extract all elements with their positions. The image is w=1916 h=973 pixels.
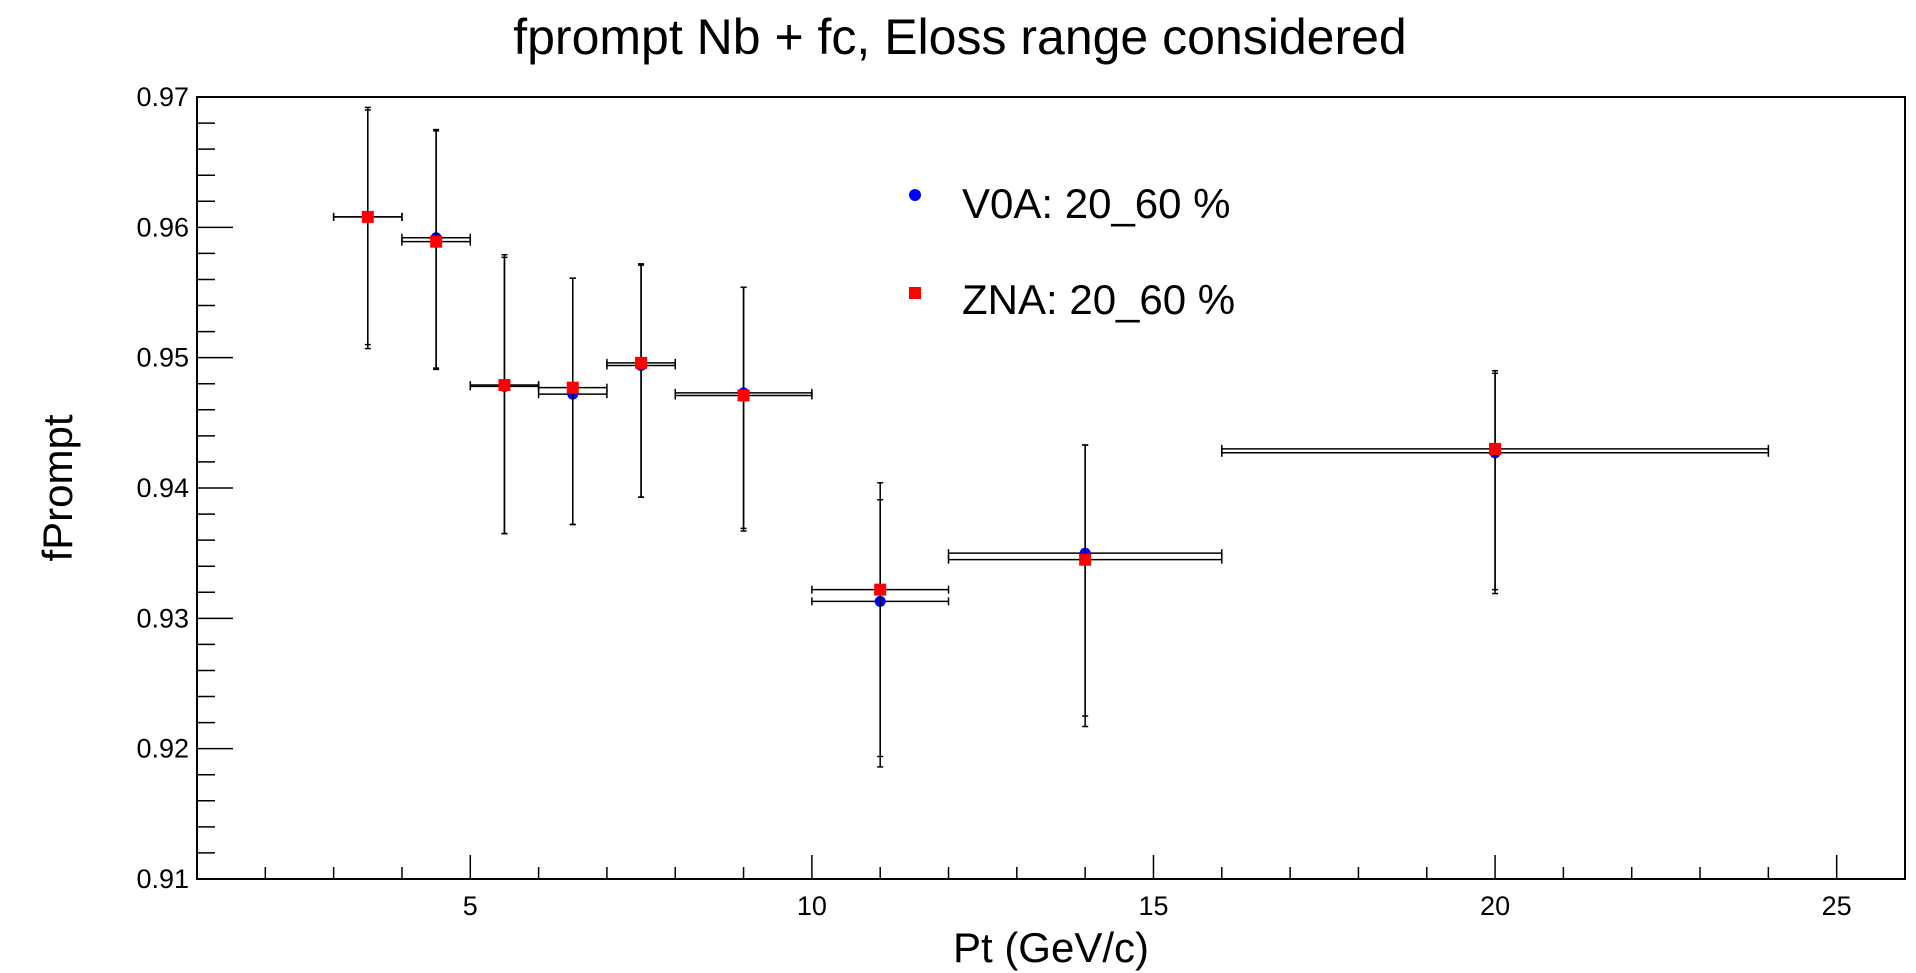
- x-axis-tick-labels: 5 10 15 20 25: [463, 891, 1852, 921]
- x-tick-label: 25: [1822, 891, 1852, 921]
- y-axis-tick-labels: 0.91 0.92 0.93 0.94 0.95 0.96 0.97: [136, 82, 189, 894]
- y-axis-label: fPrompt: [34, 414, 81, 561]
- data-point-zna: [874, 583, 887, 596]
- x-axis-label: Pt (GeV/c): [953, 924, 1149, 971]
- x-tick-label: 10: [797, 891, 827, 921]
- data-point-zna: [737, 389, 750, 402]
- y-tick-label: 0.93: [136, 603, 189, 633]
- legend-marker-zna: [909, 287, 921, 299]
- series-zna: [332, 109, 1770, 758]
- y-tick-label: 0.91: [136, 864, 189, 894]
- data-point-zna: [566, 381, 579, 394]
- data-point-zna: [498, 379, 511, 392]
- y-tick-label: 0.94: [136, 473, 189, 503]
- x-tick-label: 20: [1480, 891, 1510, 921]
- x-tick-label: 5: [463, 891, 478, 921]
- data-point-zna: [1489, 442, 1502, 455]
- y-axis-ticks: [197, 96, 233, 880]
- y-tick-label: 0.95: [136, 343, 189, 373]
- x-tick-label: 15: [1138, 891, 1168, 921]
- legend-label-zna: ZNA: 20_60 %: [962, 276, 1235, 323]
- legend-marker-v0a: [909, 189, 921, 201]
- data-point-zna: [1079, 553, 1092, 566]
- data-point-zna: [635, 356, 648, 369]
- y-tick-label: 0.92: [136, 734, 189, 764]
- legend: V0A: 20_60 % ZNA: 20_60 %: [909, 180, 1235, 323]
- y-tick-label: 0.96: [136, 212, 189, 242]
- x-axis-ticks: [196, 855, 1906, 879]
- chart-title: fprompt Nb + fc, Eloss range considered: [513, 9, 1407, 65]
- data-series: [332, 106, 1770, 768]
- data-point-zna: [430, 235, 443, 248]
- y-tick-label: 0.97: [136, 82, 189, 112]
- data-point-zna: [361, 210, 374, 223]
- legend-label-v0a: V0A: 20_60 %: [962, 180, 1231, 227]
